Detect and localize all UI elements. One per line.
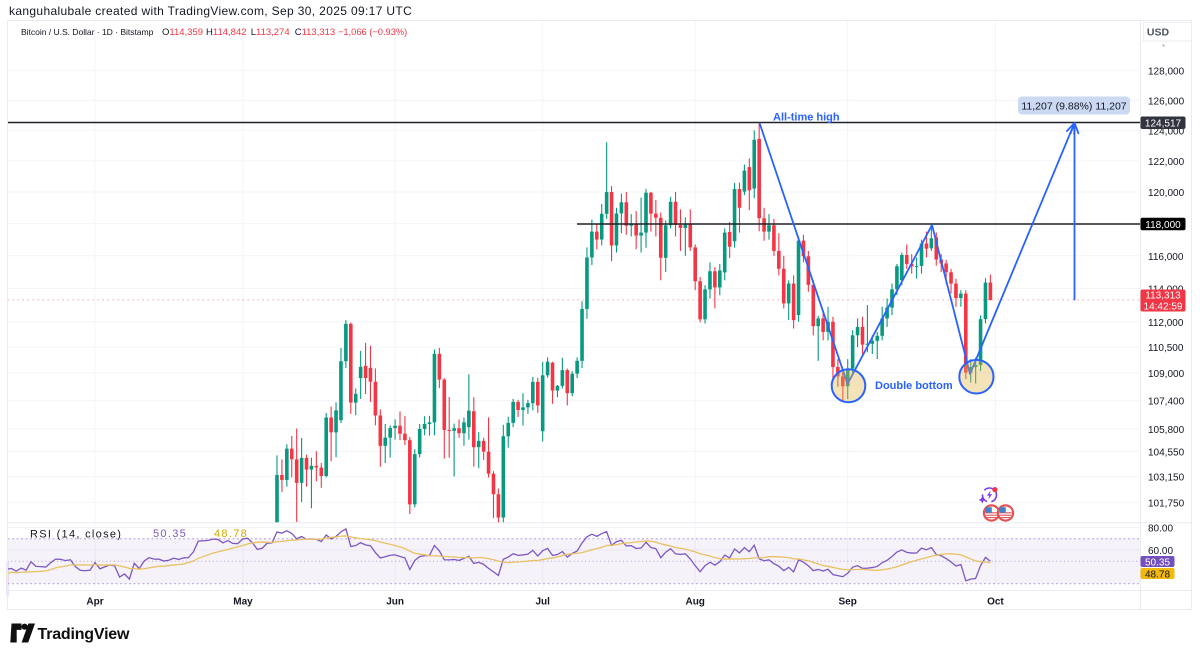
svg-text:118,000: 118,000 (1145, 220, 1181, 231)
svg-text:107,400: 107,400 (1148, 397, 1185, 408)
svg-text:All-time high: All-time high (773, 112, 840, 124)
svg-text:USD: USD (1147, 26, 1170, 38)
svg-text:109,000: 109,000 (1148, 369, 1185, 380)
svg-text:124,000: 124,000 (1148, 126, 1185, 137)
svg-text:50.35: 50.35 (153, 528, 187, 540)
svg-text:kanguhalubale created with Tra: kanguhalubale created with TradingView.c… (9, 4, 412, 18)
svg-text:−1,066 (−0.93%): −1,066 (−0.93%) (338, 27, 407, 37)
svg-text:TradingView: TradingView (38, 626, 131, 643)
svg-text:101,750: 101,750 (1148, 498, 1185, 509)
svg-text:L113,274: L113,274 (251, 27, 290, 38)
svg-text:C113,313: C113,313 (295, 27, 336, 38)
svg-text:Apr: Apr (86, 597, 103, 608)
svg-text:Oct: Oct (987, 597, 1004, 608)
svg-text:120,000: 120,000 (1148, 188, 1185, 199)
svg-text:Double bottom: Double bottom (875, 380, 953, 392)
svg-text:Sep: Sep (839, 597, 857, 608)
svg-text:104,550: 104,550 (1148, 447, 1185, 458)
svg-text:Aug: Aug (685, 597, 704, 608)
svg-text:Bitcoin / U.S. Dollar · 1D · B: Bitcoin / U.S. Dollar · 1D · Bitstamp (21, 27, 154, 37)
svg-text:112,000: 112,000 (1148, 318, 1184, 329)
svg-text:48.78: 48.78 (1145, 569, 1170, 580)
svg-text:48.78: 48.78 (214, 528, 248, 540)
svg-text:14:42:59: 14:42:59 (1144, 301, 1183, 312)
svg-text:110,500: 110,500 (1148, 343, 1184, 354)
svg-text:80.00: 80.00 (1148, 524, 1173, 535)
svg-text:H114,842: H114,842 (206, 27, 247, 38)
svg-text:126,000: 126,000 (1148, 96, 1185, 107)
svg-text:O114,359: O114,359 (162, 27, 203, 38)
svg-text:103,150: 103,150 (1148, 473, 1185, 484)
svg-text:60.00: 60.00 (1148, 546, 1173, 557)
svg-text:50.35: 50.35 (1145, 557, 1170, 568)
svg-text:Jul: Jul (535, 597, 550, 608)
svg-text:RSI (14, close): RSI (14, close) (30, 529, 122, 541)
svg-text:116,000: 116,000 (1148, 252, 1184, 263)
svg-text:128,000: 128,000 (1148, 67, 1185, 78)
svg-text:May: May (233, 597, 253, 608)
svg-text:124,517: 124,517 (1145, 119, 1182, 130)
svg-text:105,800: 105,800 (1148, 425, 1185, 436)
svg-text:Jun: Jun (386, 597, 404, 608)
svg-text:113,313: 113,313 (1145, 290, 1181, 301)
svg-text:122,000: 122,000 (1148, 157, 1185, 168)
svg-text:11,207 (9.88%) 11,207: 11,207 (9.88%) 11,207 (1021, 101, 1126, 113)
